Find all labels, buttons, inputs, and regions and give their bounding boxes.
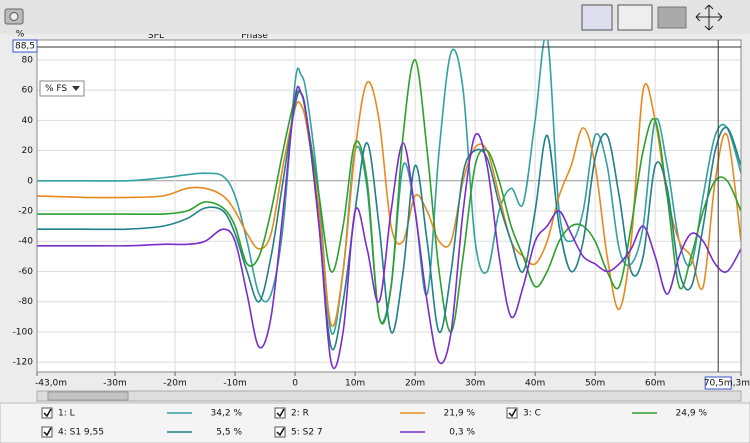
pan-icon[interactable] <box>695 4 723 31</box>
legend-checkbox[interactable] <box>506 407 518 419</box>
legend-value: 24,9 % <box>676 409 708 419</box>
legend-name: 5: S2 7 <box>291 428 323 438</box>
camera-lens <box>9 12 19 21</box>
zoom-icon[interactable] <box>581 4 613 31</box>
y-tick-label: -100 <box>13 327 34 337</box>
legend-value: 34,2 % <box>211 409 243 419</box>
legend-value: 0,3 % <box>449 428 475 438</box>
checkmark <box>43 408 52 418</box>
y-tick-label: -20 <box>18 207 33 217</box>
x-tick-label: 20m <box>405 379 425 389</box>
legend-panel <box>0 402 750 443</box>
x-tick-label: 60m <box>645 379 665 389</box>
scale-dropdown-label: % FS <box>45 84 67 94</box>
y-unit: % <box>16 30 25 40</box>
y-tick-label: -80 <box>18 297 33 307</box>
x-axis-band <box>37 377 741 389</box>
series-line <box>37 40 741 335</box>
legend-value: 5,5 % <box>216 428 242 438</box>
legend-name: 2: R <box>291 409 309 419</box>
series-line <box>37 91 741 351</box>
x-tick-label: 74,3m <box>721 379 750 389</box>
series-line <box>37 80 741 327</box>
x-tick-label: 10m <box>345 379 365 389</box>
legend-name: 1: L <box>58 409 75 419</box>
legend-checkbox[interactable] <box>274 407 286 419</box>
x-tick-label: 40m <box>525 379 545 389</box>
x-tick-label: -10m <box>223 379 246 389</box>
series-line <box>37 59 741 333</box>
y-tick-label: 20 <box>22 146 34 156</box>
x-tick-label: -30m <box>103 379 126 389</box>
checkmark <box>508 408 517 418</box>
checkmark <box>276 408 285 418</box>
ymax-box <box>12 39 38 53</box>
x-tick-label: 50m <box>585 379 605 389</box>
series-line <box>37 85 741 370</box>
y-tick-label: 0 <box>27 176 33 186</box>
dropdown-arrow <box>72 86 80 91</box>
y-tick-label: -120 <box>13 358 34 368</box>
scrollbar[interactable] <box>36 390 742 402</box>
cursor-box <box>704 376 732 390</box>
checkmark <box>276 427 285 437</box>
scrollbar-thumb[interactable] <box>47 391 129 401</box>
y-tick-label: 60 <box>22 86 34 96</box>
legend-checkbox[interactable] <box>274 426 286 438</box>
y-tick-label: 40 <box>22 116 34 126</box>
scale-dropdown[interactable] <box>39 80 85 97</box>
y-tick-label: -40 <box>18 237 33 247</box>
legend-value: 21,9 % <box>444 409 476 419</box>
y-tick-label: -60 <box>18 267 33 277</box>
checkmark <box>43 427 52 437</box>
legend-checkbox[interactable] <box>41 407 53 419</box>
grid-icon[interactable] <box>657 6 687 29</box>
x-tick-label: -20m <box>163 379 186 389</box>
plot-frame <box>36 39 742 373</box>
cursor-label: 70,5m <box>704 379 733 389</box>
x-tick-label: 0 <box>292 379 298 389</box>
x-tick-label: 30m <box>465 379 485 389</box>
legend-checkbox[interactable] <box>41 426 53 438</box>
x-tick-label: -43,0m <box>35 379 67 389</box>
legend-name: 3: C <box>523 409 541 419</box>
y-tick-label: 80 <box>22 55 34 65</box>
legend-name: 4: S1 9,55 <box>58 428 104 438</box>
overlay-icon[interactable] <box>617 4 653 31</box>
ymax-label: 88,5 <box>15 42 35 52</box>
